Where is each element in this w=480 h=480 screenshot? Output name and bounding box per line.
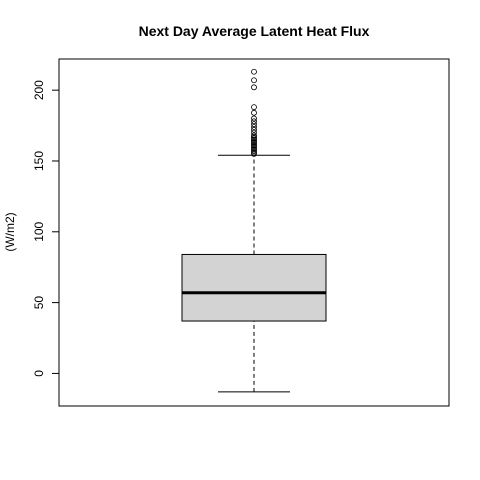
y-tick-label-3: 150 (32, 151, 46, 171)
boxplot (181, 154, 327, 393)
outlier-point-20 (251, 109, 257, 116)
outlier-point-21 (251, 104, 257, 111)
outlier-point-23 (251, 77, 257, 84)
outlier-point-19 (251, 115, 257, 122)
chart-title: Next Day Average Latent Heat Flux (139, 23, 370, 39)
outlier-point-14 (251, 129, 257, 136)
y-axis: 0 50 100 150 200 (32, 80, 60, 377)
outlier-point-24 (251, 68, 257, 75)
outlier-point-13 (251, 132, 257, 139)
y-tick-label-0: 0 (32, 370, 46, 377)
outlier-point-15 (251, 126, 257, 133)
y-tick-label-1: 50 (32, 296, 46, 310)
y-tick-label-2: 100 (32, 221, 46, 241)
outlier-point-17 (251, 121, 257, 128)
y-axis-label: (W/m2) (3, 212, 17, 251)
outlier-point-22 (251, 84, 257, 91)
outlier-point-18 (251, 118, 257, 125)
outlier-point-16 (251, 124, 257, 130)
interquartile-box (181, 253, 327, 322)
outlier-points (251, 68, 257, 157)
y-tick-label-4: 200 (32, 80, 46, 100)
